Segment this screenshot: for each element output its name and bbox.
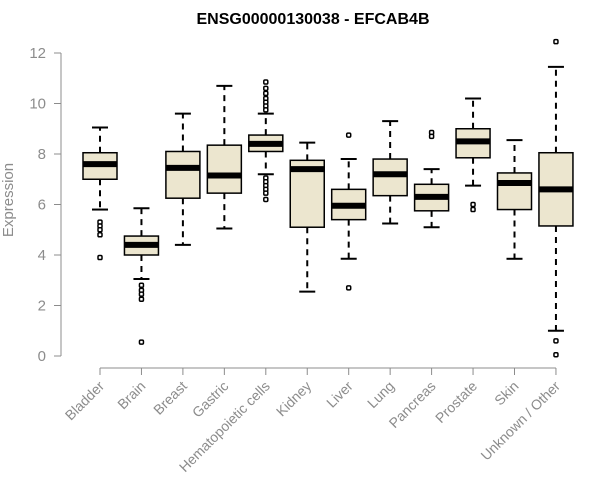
x-tick-label: Breast <box>150 378 190 418</box>
box-group <box>123 207 160 345</box>
y-tick-label: 6 <box>38 197 46 214</box>
box-group <box>82 126 118 261</box>
outlier-point <box>263 190 269 196</box>
x-tick-label: Liver <box>323 378 356 411</box>
x-tick-label: Kidney <box>273 378 315 420</box>
box-iqr <box>206 144 243 194</box>
outlier-point <box>263 107 269 113</box>
box-group <box>372 120 408 225</box>
outlier-point <box>553 351 559 358</box>
outlier-point <box>138 339 145 345</box>
outlier-point <box>97 227 103 233</box>
outlier-point <box>138 282 145 289</box>
x-tick-label: Lung <box>364 378 397 411</box>
y-axis-label: Expression <box>0 163 17 237</box>
outlier-point <box>470 206 476 213</box>
box-group <box>289 141 325 293</box>
outlier-point <box>345 132 352 138</box>
outlier-point <box>138 291 145 297</box>
box-group <box>496 139 533 260</box>
plot-area <box>82 38 574 358</box>
outlier-point <box>470 201 476 208</box>
chart-title: ENSG00000130038 - EFCAB4B <box>196 11 429 28</box>
outlier-point <box>263 196 269 203</box>
outlier-point <box>97 254 103 261</box>
outlier-point <box>263 79 269 85</box>
box-iqr <box>496 172 533 211</box>
box-group <box>538 38 574 358</box>
box-group <box>165 112 201 246</box>
y-tick-label: 8 <box>38 146 46 163</box>
box-iqr <box>372 158 408 197</box>
y-axis: 0 2 4 6 8 10 12 <box>29 45 62 365</box>
outlier-point <box>263 85 269 92</box>
x-tick-label: Skin <box>491 378 522 409</box>
y-tick-label: 4 <box>38 247 46 264</box>
box-group <box>330 132 367 291</box>
outlier-point <box>138 296 145 302</box>
outlier-point <box>428 133 435 140</box>
outlier-point <box>553 38 559 45</box>
outlier-point <box>97 232 103 238</box>
x-tick-label: Brain <box>114 378 148 412</box>
y-tick-label: 0 <box>38 348 46 365</box>
box-iqr <box>165 150 201 199</box>
outlier-point <box>553 338 559 344</box>
y-tick-label: 10 <box>29 96 46 113</box>
outlier-point <box>345 285 352 291</box>
box-group <box>413 129 450 229</box>
outlier-point <box>263 90 269 97</box>
box-group <box>455 97 491 213</box>
y-tick-label: 12 <box>29 45 46 62</box>
x-tick-label: Unknown / Other <box>477 378 563 464</box>
box-group <box>206 84 243 230</box>
y-tick-label: 2 <box>38 298 46 315</box>
x-tick-label: Bladder <box>62 378 108 424</box>
box-group <box>248 79 284 203</box>
x-tick-label: Prostate <box>432 378 480 426</box>
